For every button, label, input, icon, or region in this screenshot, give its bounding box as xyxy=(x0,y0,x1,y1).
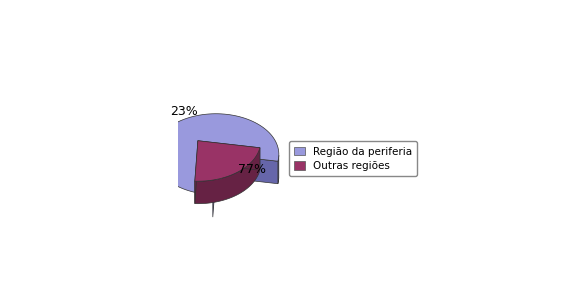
Text: 77%: 77% xyxy=(238,164,266,176)
Legend: Região da periferia, Outras regiões: Região da periferia, Outras regiões xyxy=(289,141,417,176)
Polygon shape xyxy=(195,141,260,181)
Polygon shape xyxy=(153,114,279,195)
Polygon shape xyxy=(195,141,198,204)
Polygon shape xyxy=(198,141,260,170)
Polygon shape xyxy=(216,154,278,184)
Polygon shape xyxy=(278,155,279,184)
Text: 23%: 23% xyxy=(170,105,198,118)
Polygon shape xyxy=(213,154,216,217)
Polygon shape xyxy=(195,148,260,204)
